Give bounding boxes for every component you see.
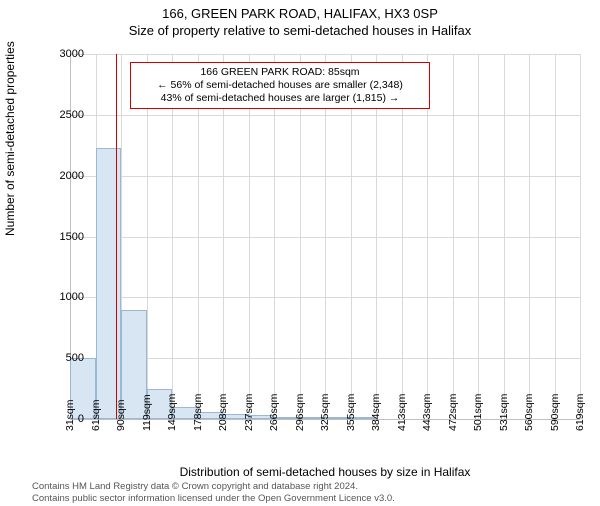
vgridline — [453, 54, 454, 419]
y-tick-label: 3000 — [44, 48, 84, 60]
vgridline — [504, 54, 505, 419]
x-axis-label: Distribution of semi-detached houses by … — [70, 465, 580, 479]
y-tick-label: 2500 — [44, 109, 84, 121]
vgridline — [555, 54, 556, 419]
vgridline — [580, 54, 581, 419]
annotation-line1: 166 GREEN PARK ROAD: 85sqm — [134, 66, 426, 79]
y-tick-label: 2000 — [44, 170, 84, 182]
y-axis-label: Number of semi-detached properties — [3, 41, 17, 236]
y-tick-label: 1000 — [44, 291, 84, 303]
plot-area: 166 GREEN PARK ROAD: 85sqm← 56% of semi-… — [70, 54, 580, 419]
footer-line2: Contains public sector information licen… — [32, 493, 395, 504]
footer-attribution: Contains HM Land Registry data © Crown c… — [32, 481, 395, 504]
y-tick-label: 1500 — [44, 231, 84, 243]
y-tick-label: 500 — [44, 352, 84, 364]
chart-container: 166, GREEN PARK ROAD, HALIFAX, HX3 0SP S… — [0, 6, 600, 506]
vgridline — [478, 54, 479, 419]
chart-subtitle: Size of property relative to semi-detach… — [0, 23, 600, 38]
vgridline — [529, 54, 530, 419]
annotation-box: 166 GREEN PARK ROAD: 85sqm← 56% of semi-… — [130, 62, 430, 109]
annotation-line2: ← 56% of semi-detached houses are smalle… — [134, 79, 426, 92]
annotation-line3: 43% of semi-detached houses are larger (… — [134, 92, 426, 105]
histogram-bar — [96, 148, 122, 419]
footer-line1: Contains HM Land Registry data © Crown c… — [32, 481, 395, 492]
property-marker-line — [116, 54, 117, 419]
chart-title: 166, GREEN PARK ROAD, HALIFAX, HX3 0SP — [0, 6, 600, 21]
